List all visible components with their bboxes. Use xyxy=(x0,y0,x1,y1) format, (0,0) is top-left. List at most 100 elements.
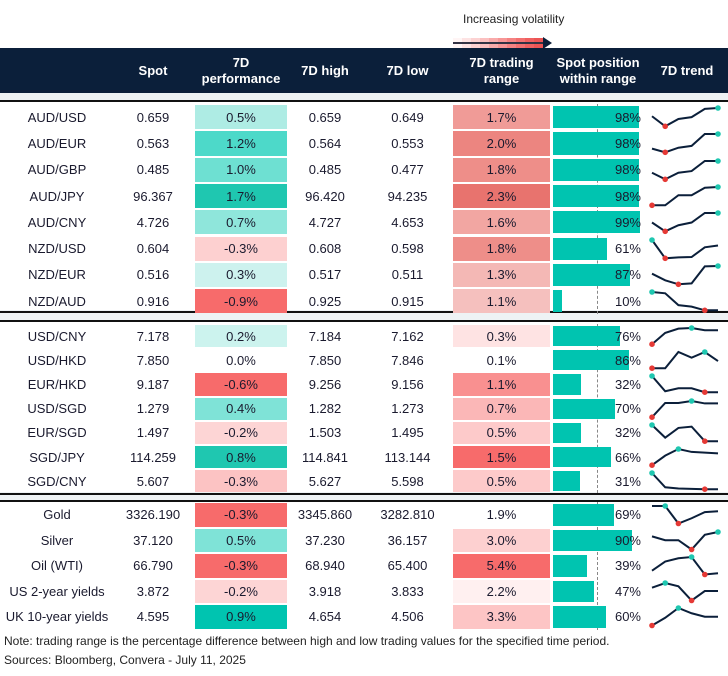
table-row: AUD/JPY 96.367 1.7% 96.420 94.235 2.3% 98% xyxy=(0,183,728,209)
spot-value: 1.497 xyxy=(136,425,170,441)
table-row: AUD/USD 0.659 0.5% 0.659 0.649 1.7% 98% xyxy=(0,104,728,130)
performance-value: -0.3% xyxy=(224,473,258,489)
range-value: 1.6% xyxy=(486,214,517,230)
range-heat-cell xyxy=(453,605,550,629)
table-row: USD/SGD 1.279 0.4% 1.282 1.273 0.7% 70% xyxy=(0,397,728,421)
header-trend: 7D trend xyxy=(660,62,714,78)
footer-note: Note: trading range is the percentage di… xyxy=(4,634,610,648)
spot-position-bar xyxy=(553,237,607,260)
trend-line xyxy=(651,264,719,286)
divider-line xyxy=(0,493,728,495)
performance-heat-cell xyxy=(195,262,287,288)
trend-line xyxy=(651,291,718,312)
trend-high-marker xyxy=(715,184,721,190)
trend-line xyxy=(651,555,719,576)
spot-position-value: 98% xyxy=(614,135,641,151)
spot-position-bar xyxy=(553,398,615,419)
high-value: 0.925 xyxy=(308,293,342,309)
low-value: 1.273 xyxy=(391,401,424,417)
spot-value: 0.916 xyxy=(136,293,170,309)
performance-value: 0.0% xyxy=(226,352,256,368)
table-row: NZD/EUR 0.516 0.3% 0.517 0.511 1.3% 87% xyxy=(0,262,728,288)
performance-value: 0.3% xyxy=(226,267,256,283)
trend-high-marker xyxy=(649,421,655,428)
performance-heat-cell xyxy=(195,183,287,209)
trend-sparkline xyxy=(649,397,718,420)
range-value: 1.8% xyxy=(486,241,517,257)
performance-heat-cell xyxy=(195,157,287,182)
trend-sparkline xyxy=(651,579,718,603)
spot-position-bar xyxy=(553,374,582,395)
trend-low-marker xyxy=(675,520,682,527)
pair-label: SGD/JPY xyxy=(29,449,85,465)
spot-position-bar xyxy=(553,326,620,347)
performance-heat-cell xyxy=(195,131,287,156)
spot-value: 0.659 xyxy=(136,109,170,125)
trend-sparkline xyxy=(651,210,721,235)
trend-line xyxy=(652,185,719,207)
trend-line xyxy=(651,212,718,233)
range-value: 1.9% xyxy=(486,507,517,523)
trend-low-marker xyxy=(662,176,668,182)
performance-value: 1.7% xyxy=(226,188,256,204)
header-spot: Spot xyxy=(138,62,168,78)
spot-position-bar xyxy=(553,555,588,577)
range-value: 1.5% xyxy=(486,449,517,465)
pair-label: NZD/AUD xyxy=(28,293,86,309)
table-row: Silver 37.120 0.5% 37.230 36.157 3.0% 90% xyxy=(0,528,728,554)
volatility-legend-label: Increasing volatility xyxy=(463,12,565,26)
spot-value: 7.850 xyxy=(136,352,170,368)
trend-high-marker xyxy=(715,131,721,138)
spot-position-value: 31% xyxy=(614,473,641,489)
range-heat-cell xyxy=(453,397,550,420)
pair-label: UK 10-year yields xyxy=(5,609,109,625)
section-separator xyxy=(0,310,728,320)
spot-value: 96.367 xyxy=(133,188,173,204)
spot-position-bar xyxy=(553,290,562,313)
trend-high-marker xyxy=(715,262,721,269)
range-heat-cell xyxy=(453,131,550,156)
performance-value: 0.7% xyxy=(226,214,256,230)
low-value: 5.598 xyxy=(391,473,424,489)
range-heat-cell xyxy=(453,528,550,552)
range-heat-cell xyxy=(453,579,550,603)
divider-line xyxy=(0,311,728,313)
trend-sparkline xyxy=(649,470,718,493)
arrow-right-icon xyxy=(543,37,552,49)
spot-value: 0.604 xyxy=(136,241,170,257)
trend-high-marker xyxy=(675,605,682,611)
high-value: 0.517 xyxy=(308,267,342,283)
footer-sources: Sources: Bloomberg, Convera - July 11, 2… xyxy=(4,653,246,667)
trend-low-marker xyxy=(702,486,708,493)
trend-high-marker xyxy=(649,373,655,380)
table-header: Spot 7D performance 7D high 7D low 7D tr… xyxy=(0,48,728,93)
volatility-legend: Increasing volatility xyxy=(453,10,564,49)
trend-line xyxy=(651,530,719,551)
pair-label: NZD/USD xyxy=(28,241,86,257)
trend-sparkline xyxy=(649,236,719,261)
pair-label: SGD/CNY xyxy=(27,473,87,489)
performance-heat-cell xyxy=(195,325,287,348)
trend-sparkline xyxy=(651,131,721,156)
trend-low-marker xyxy=(662,149,668,156)
pair-label: AUD/GBP xyxy=(27,162,87,178)
range-value: 2.3% xyxy=(486,188,517,204)
spot-position-value: 60% xyxy=(614,609,641,625)
performance-value: -0.3% xyxy=(224,558,258,574)
performance-value: -0.2% xyxy=(224,425,258,441)
spot-position-value: 99% xyxy=(614,214,641,230)
performance-value: -0.3% xyxy=(224,507,258,523)
range-value: 1.1% xyxy=(486,376,517,392)
table-row: SGD/CNY 5.607 -0.3% 5.627 5.598 0.5% 31% xyxy=(0,469,728,493)
spot-position-value: 76% xyxy=(614,328,641,344)
high-value: 7.184 xyxy=(308,328,342,344)
trend-line xyxy=(651,399,718,418)
range-value: 0.5% xyxy=(486,425,517,441)
spot-value: 9.187 xyxy=(136,376,170,392)
high-value: 0.485 xyxy=(308,162,342,178)
range-value: 0.1% xyxy=(486,352,517,368)
performance-heat-cell xyxy=(195,289,287,314)
trend-sparkline xyxy=(652,503,719,527)
performance-value: 0.9% xyxy=(226,609,256,625)
trend-high-marker xyxy=(702,349,708,355)
